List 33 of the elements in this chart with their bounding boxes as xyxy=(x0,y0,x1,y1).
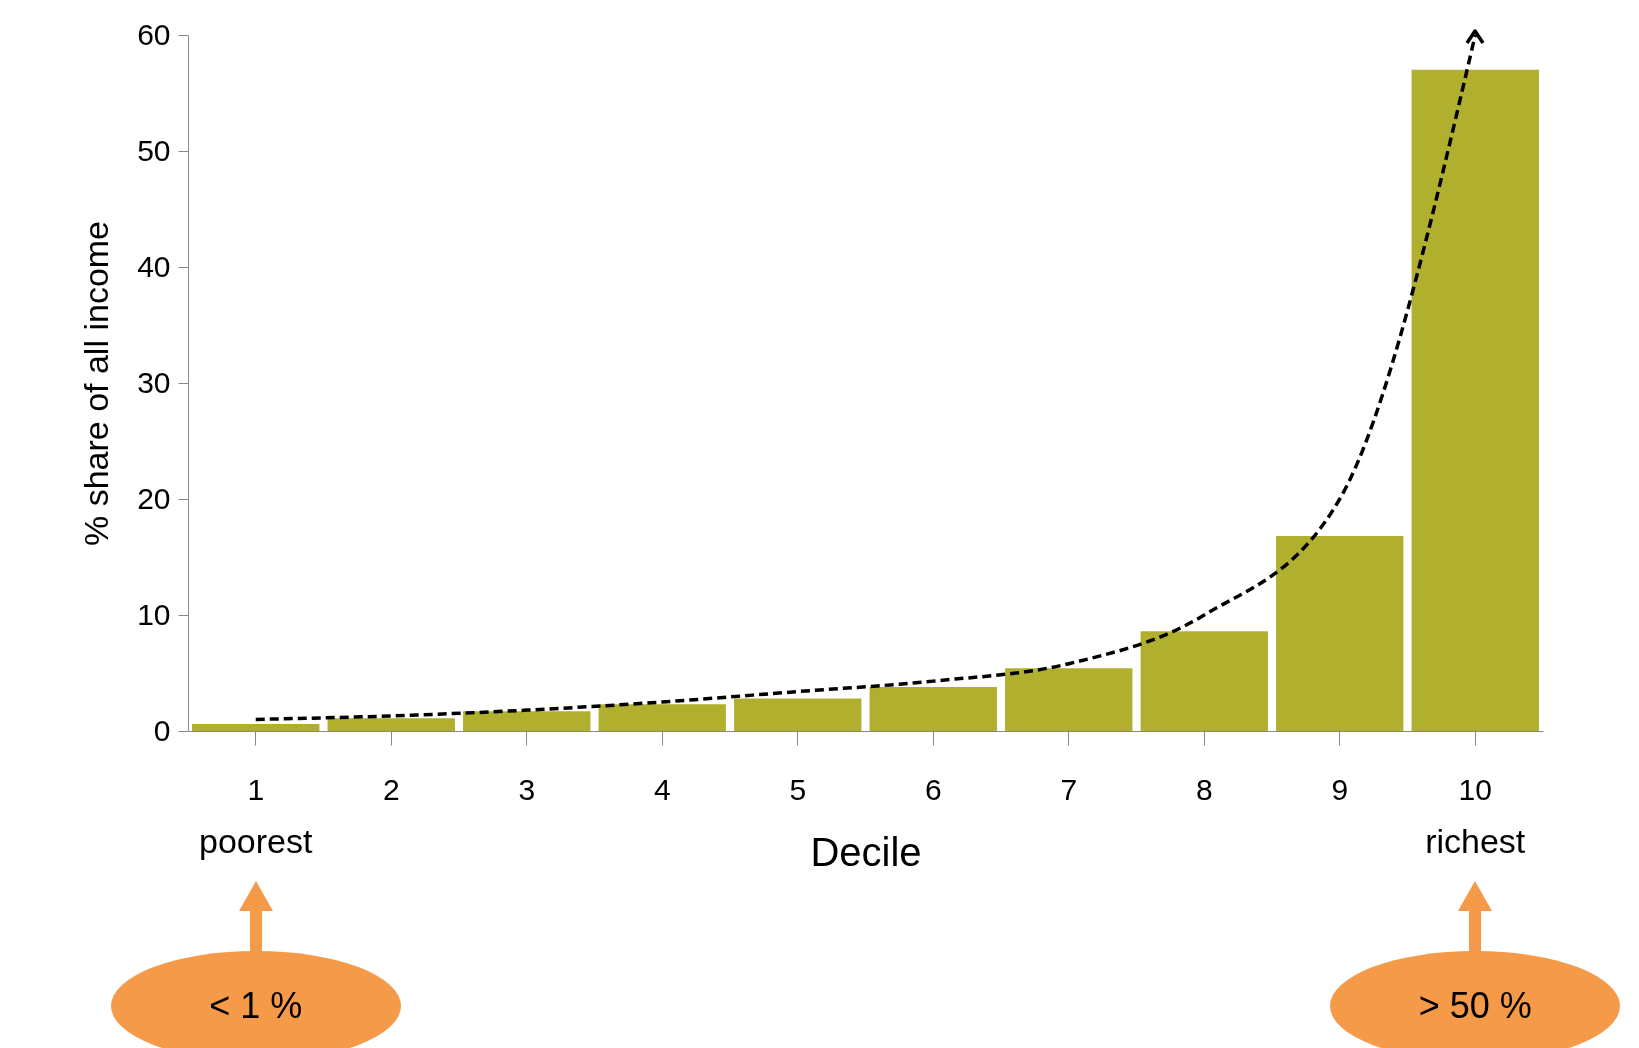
x-tick-label: 8 xyxy=(1195,772,1213,806)
y-axis-title: % share of all income xyxy=(77,220,116,547)
x-tick-label: 6 xyxy=(924,772,942,806)
ellipse-icon: < 1 % xyxy=(110,951,401,1048)
y-tick-label: 20 xyxy=(137,481,171,515)
y-tick-label: 30 xyxy=(137,365,171,399)
text: richest xyxy=(1425,821,1526,861)
x-tick-label: 2 xyxy=(382,772,400,806)
bar xyxy=(1411,69,1539,731)
x-tick-label: 7 xyxy=(1060,772,1078,806)
bar xyxy=(734,698,862,731)
y-tick-label: 10 xyxy=(137,597,171,631)
x-axis-title: Decile xyxy=(810,829,922,874)
bar xyxy=(192,724,320,731)
bar xyxy=(1276,536,1404,731)
x-tick-label: 10 xyxy=(1458,772,1492,806)
x-tick-label: 5 xyxy=(789,772,807,806)
bar xyxy=(327,718,455,731)
bar xyxy=(1005,668,1133,731)
y-tick-label: 60 xyxy=(137,17,171,51)
x-tick-label: 1 xyxy=(247,772,265,806)
text: poorest xyxy=(199,821,313,861)
bar xyxy=(869,686,997,731)
x-tick-label: 4 xyxy=(653,772,671,806)
y-tick-label: 50 xyxy=(137,133,171,167)
bar xyxy=(1140,631,1268,731)
x-tick-label: 3 xyxy=(518,772,536,806)
x-tick-label: 9 xyxy=(1331,772,1349,806)
ellipse-icon: > 50 % xyxy=(1330,951,1621,1048)
y-tick-label: 0 xyxy=(153,713,171,747)
bar xyxy=(463,711,591,731)
bar xyxy=(598,704,726,731)
y-tick-label: 40 xyxy=(137,249,171,283)
